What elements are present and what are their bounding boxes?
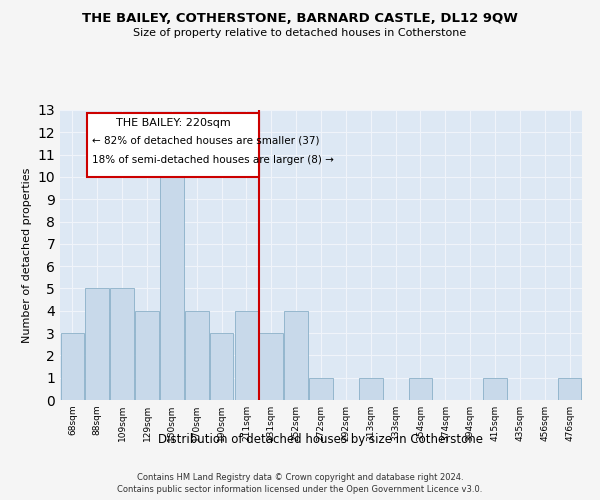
Bar (185, 311, 209, 400)
Bar (409, 378, 432, 400)
Bar (61, 333, 84, 400)
Bar (135, 311, 159, 400)
Text: ← 82% of detached houses are smaller (37): ← 82% of detached houses are smaller (37… (92, 136, 320, 145)
Bar (483, 378, 507, 400)
Text: Distribution of detached houses by size in Cotherstone: Distribution of detached houses by size … (158, 432, 484, 446)
Bar (160, 154, 184, 400)
Text: THE BAILEY, COTHERSTONE, BARNARD CASTLE, DL12 9QW: THE BAILEY, COTHERSTONE, BARNARD CASTLE,… (82, 12, 518, 26)
Bar (235, 311, 258, 400)
Bar (309, 378, 333, 400)
Text: Size of property relative to detached houses in Cotherstone: Size of property relative to detached ho… (133, 28, 467, 38)
Bar (110, 288, 134, 400)
Text: 18% of semi-detached houses are larger (8) →: 18% of semi-detached houses are larger (… (92, 154, 334, 164)
Bar (284, 311, 308, 400)
Bar (259, 333, 283, 400)
Text: THE BAILEY: 220sqm: THE BAILEY: 220sqm (116, 118, 230, 128)
Y-axis label: Number of detached properties: Number of detached properties (22, 168, 32, 342)
Bar (558, 378, 581, 400)
Bar (210, 333, 233, 400)
Text: Contains HM Land Registry data © Crown copyright and database right 2024.: Contains HM Land Registry data © Crown c… (137, 472, 463, 482)
Bar (85, 288, 109, 400)
FancyBboxPatch shape (88, 114, 259, 177)
Text: Contains public sector information licensed under the Open Government Licence v3: Contains public sector information licen… (118, 485, 482, 494)
Bar (359, 378, 383, 400)
